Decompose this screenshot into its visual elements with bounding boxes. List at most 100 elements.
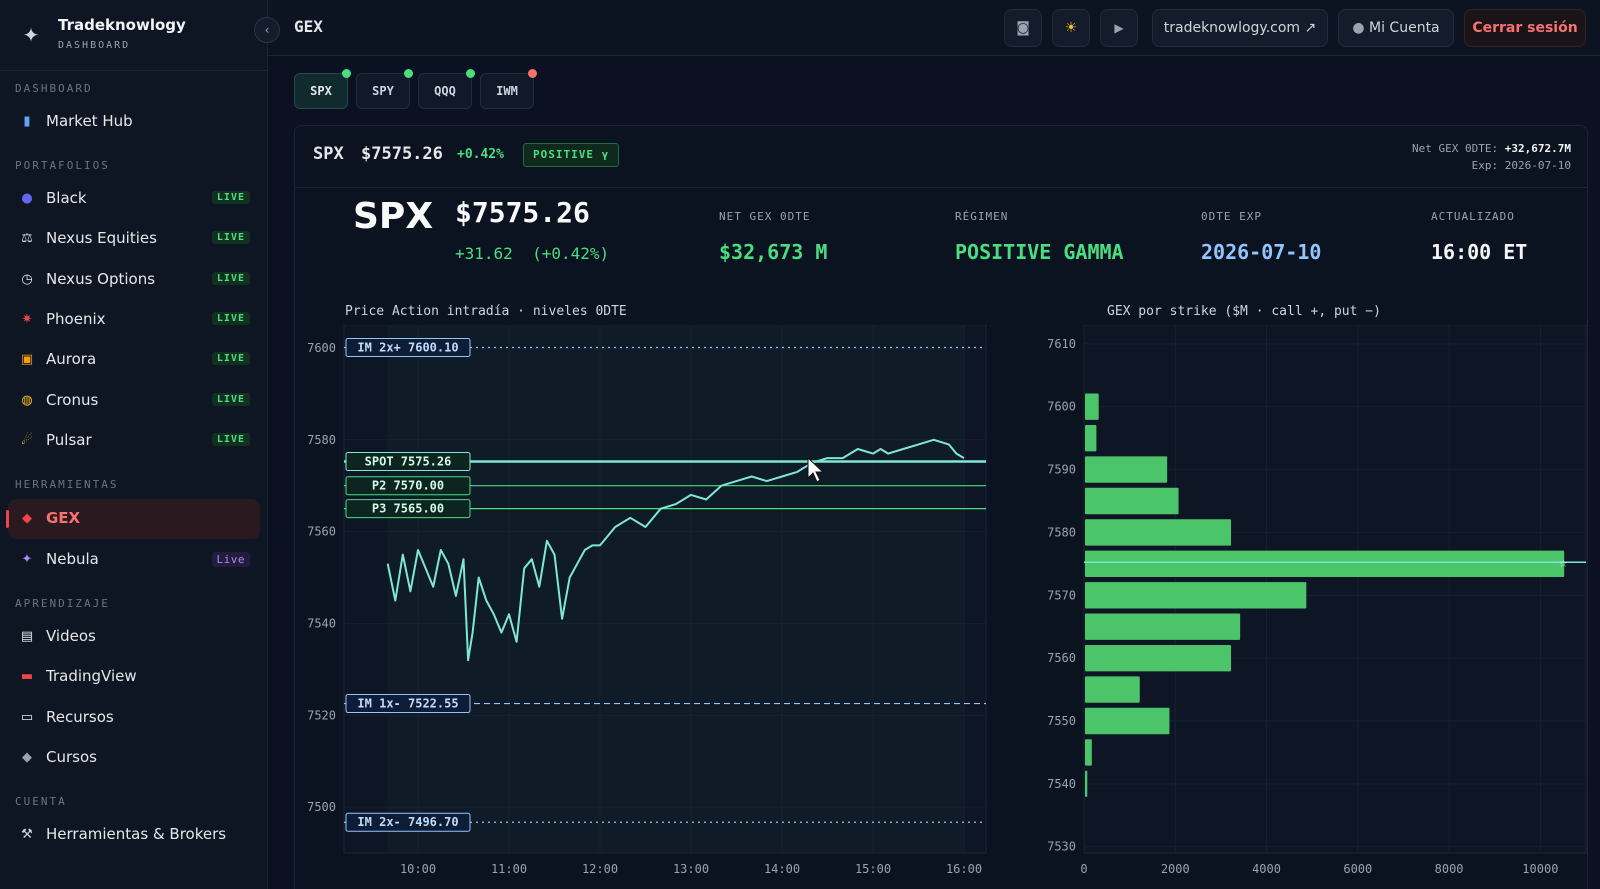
stat-label-net-gex: NET GEX 0DTE (719, 210, 811, 223)
wrench-icon: ⚒ (21, 827, 33, 842)
sidebar-item-gex[interactable]: ◆ GEX (6, 499, 260, 539)
level-tag-label: P3 7565.00 (372, 502, 444, 516)
theme-toggle-button[interactable]: ☀ (1052, 9, 1090, 47)
diamond-icon: ◆ (22, 511, 32, 526)
sidebar-item-tradingview[interactable]: ▬ TradingView (8, 657, 260, 697)
star-logo-icon: ✦ (22, 23, 40, 47)
sidebar-item-herramientas-brokers[interactable]: ⚒ Herramientas & Brokers (8, 815, 260, 855)
x-tick-label: 14:00 (764, 862, 800, 876)
account-button[interactable]: ● Mi Cuenta (1338, 9, 1454, 47)
sidebar: ✦ Tradeknowlogy DASHBOARD DASHBOARD ▮ Ma… (0, 0, 268, 889)
sidebar-item-label: Aurora (46, 350, 97, 368)
big-price: $7575.26 (455, 196, 590, 229)
scale-icon: ⚖ (21, 231, 33, 246)
orb-icon: ● (21, 191, 33, 206)
gex-bar (1085, 613, 1241, 640)
level-tag-box (345, 499, 471, 519)
tab-qqq[interactable]: QQQ (418, 69, 475, 109)
bar-chart-icon: ▮ (23, 114, 31, 129)
brand[interactable]: ✦ Tradeknowlogy DASHBOARD (14, 12, 254, 58)
sidebar-item-pulsar[interactable]: ☄ Pulsar LIVE (8, 421, 260, 461)
level-tag-box (345, 694, 471, 714)
sidebar-item-label: Nexus Equities (46, 229, 157, 247)
status-dot (528, 69, 537, 78)
camera-button[interactable]: ◙ (1004, 9, 1042, 47)
sidebar-item-black[interactable]: ● Black LIVE (8, 179, 260, 219)
page-title: GEX (294, 17, 323, 36)
sidebar-item-cursos[interactable]: ◆ Cursos (8, 738, 260, 778)
y-tick-label: 7600 (307, 341, 336, 355)
live-badge: LIVE (211, 231, 250, 244)
level-tag-label: IM 1x- 7522.55 (357, 697, 458, 711)
youtube-button[interactable]: ▶ (1100, 9, 1138, 47)
sidebar-item-label: Pulsar (46, 431, 92, 449)
header-price: $7575.26 (361, 144, 443, 164)
level-tag: P2 7570.00 (345, 476, 471, 496)
section-portafolios: PORTAFOLIOS (15, 159, 110, 172)
x-tick-label: 13:00 (673, 862, 709, 876)
sidebar-item-label: Cronus (46, 391, 99, 409)
x-tick-label: 2000 (1161, 862, 1190, 876)
gex-bar (1085, 550, 1565, 578)
level-tag-box (345, 476, 471, 496)
x-tick-label: 10:00 (400, 862, 436, 876)
sidebar-item-videos[interactable]: ▤ Videos (8, 617, 260, 657)
level-tag-label: P2 7570.00 (372, 479, 444, 493)
level-tag-label: SPOT 7575.26 (365, 455, 452, 469)
sidebar-item-label: Market Hub (46, 112, 133, 130)
y-tick-label: 7590 (1047, 463, 1076, 477)
brand-subtitle: DASHBOARD (58, 40, 131, 51)
level-tag-box (345, 812, 471, 832)
tab-spx[interactable]: SPX (294, 69, 351, 109)
logout-button[interactable]: Cerrar sesión (1464, 9, 1586, 47)
x-tick-label: 15:00 (855, 862, 891, 876)
sidebar-item-label: Phoenix (46, 310, 106, 328)
x-tick-label: 12:00 (582, 862, 618, 876)
sidebar-item-nexus-equities[interactable]: ⚖ Nexus Equities LIVE (8, 219, 260, 259)
y-tick-label: 7600 (1047, 400, 1076, 414)
tab-label: SPX (310, 84, 332, 98)
y-tick-label: 7500 (307, 800, 336, 814)
sidebar-item-phoenix[interactable]: ✷ Phoenix LIVE (8, 300, 260, 340)
sidebar-item-label: Videos (46, 627, 96, 645)
level-tag: P3 7565.00 (345, 499, 471, 519)
x-tick-label: 10000 (1522, 862, 1558, 876)
exp-value: 2026-07-10 (1504, 159, 1571, 172)
sidebar-item-market-hub[interactable]: ▮ Market Hub (8, 102, 260, 142)
sidebar-item-label: Nexus Options (46, 270, 156, 288)
net-gex-summary: Net GEX 0DTE: +32,672.7M Exp: 2026-07-10 (1412, 140, 1571, 174)
tab-iwm[interactable]: IWM (480, 69, 537, 109)
account-label: Mi Cuenta (1369, 20, 1440, 36)
planet-icon: ◍ (21, 393, 33, 408)
stat-label-exp: 0DTE EXP (1201, 210, 1262, 223)
x-tick-label: 16:00 (946, 862, 982, 876)
section-aprendizaje: APRENDIZAJE (15, 597, 110, 610)
level-tag-box (345, 452, 471, 472)
tab-label: IWM (496, 84, 518, 98)
live-badge: Live (211, 552, 250, 567)
live-badge: LIVE (211, 352, 250, 365)
gex-bar (1085, 393, 1099, 420)
tab-spy[interactable]: SPY (356, 69, 413, 109)
y-tick-label: 7530 (1047, 840, 1076, 854)
timer-icon: ◷ (21, 272, 33, 287)
sidebar-item-nexus-options[interactable]: ◷ Nexus Options LIVE (8, 260, 260, 300)
sidebar-item-cronus[interactable]: ◍ Cronus LIVE (8, 381, 260, 421)
collapse-sidebar-button[interactable]: ‹ (254, 17, 280, 43)
y-tick-label: 7540 (1047, 777, 1076, 791)
level-tag: SPOT 7575.26 (345, 452, 471, 472)
sidebar-item-recursos[interactable]: ▭ Recursos (8, 698, 260, 738)
sidebar-item-aurora[interactable]: ▣ Aurora LIVE (8, 340, 260, 380)
mouse-cursor (807, 456, 825, 483)
live-badge: LIVE (211, 312, 250, 325)
x-tick-label: 11:00 (491, 862, 527, 876)
top-bar: GEX ◙ ☀ ▶ tradeknowlogy.com ↗ ● Mi Cuent… (268, 0, 1600, 56)
y-tick-label: 7610 (1047, 337, 1076, 351)
site-link[interactable]: tradeknowlogy.com ↗ (1152, 9, 1328, 47)
gex-bar (1085, 770, 1088, 798)
sidebar-item-nebula[interactable]: ✦ Nebula Live (8, 540, 260, 580)
big-symbol: SPX (353, 196, 434, 237)
play-icon: ▶ (1114, 21, 1124, 35)
gex-bar (1085, 424, 1097, 452)
live-badge: LIVE (211, 393, 250, 406)
